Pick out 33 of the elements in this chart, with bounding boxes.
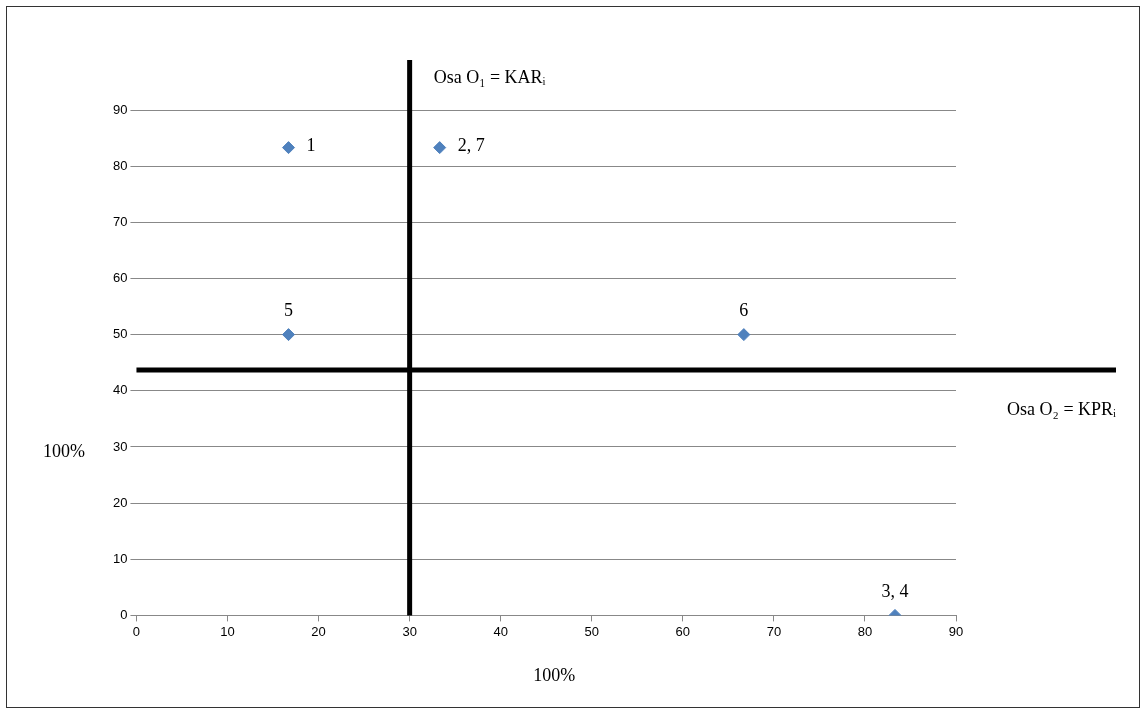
y-tick-label: 0 [120,606,128,622]
y-tick-label: 60 [112,270,128,286]
x-tick-label: 60 [675,623,691,639]
annotation: 3, 4 [881,581,909,602]
ref-line-label: Osa O₁ = KARᵢ [433,66,546,87]
point [282,141,296,155]
x-tick-label: 30 [402,623,417,639]
x-tick-label: 0 [132,623,141,639]
y-tick-label: 30 [112,438,128,454]
point [737,328,751,342]
y-tick-label: 40 [112,382,128,398]
y-axis-title: 100% [43,441,85,462]
x-tick-label: 80 [857,623,873,639]
x-tick-label: 50 [584,623,599,639]
x-axis-title: 100% [533,664,576,685]
point [433,141,447,155]
y-tick-label: 50 [112,326,128,342]
point [282,328,296,342]
x-tick-label: 90 [948,623,964,639]
annotation: 2, 7 [457,135,485,156]
x-tick-label: 10 [220,623,235,639]
x-tick-label: 20 [311,623,326,639]
x-tick-label: 40 [493,623,508,639]
x-tick-label: 70 [766,623,782,639]
y-tick-label: 10 [112,550,128,566]
y-tick-label: 20 [112,494,128,510]
y-tick-label: 80 [112,157,128,173]
annotation: 6 [739,300,749,321]
annotation: 5 [284,300,294,321]
y-tick-label: 90 [112,101,128,117]
ref-line-label: Osa O₂ = KPRᵢ [1007,398,1117,419]
y-tick-label: 70 [112,213,128,229]
annotation: 1 [306,135,316,156]
